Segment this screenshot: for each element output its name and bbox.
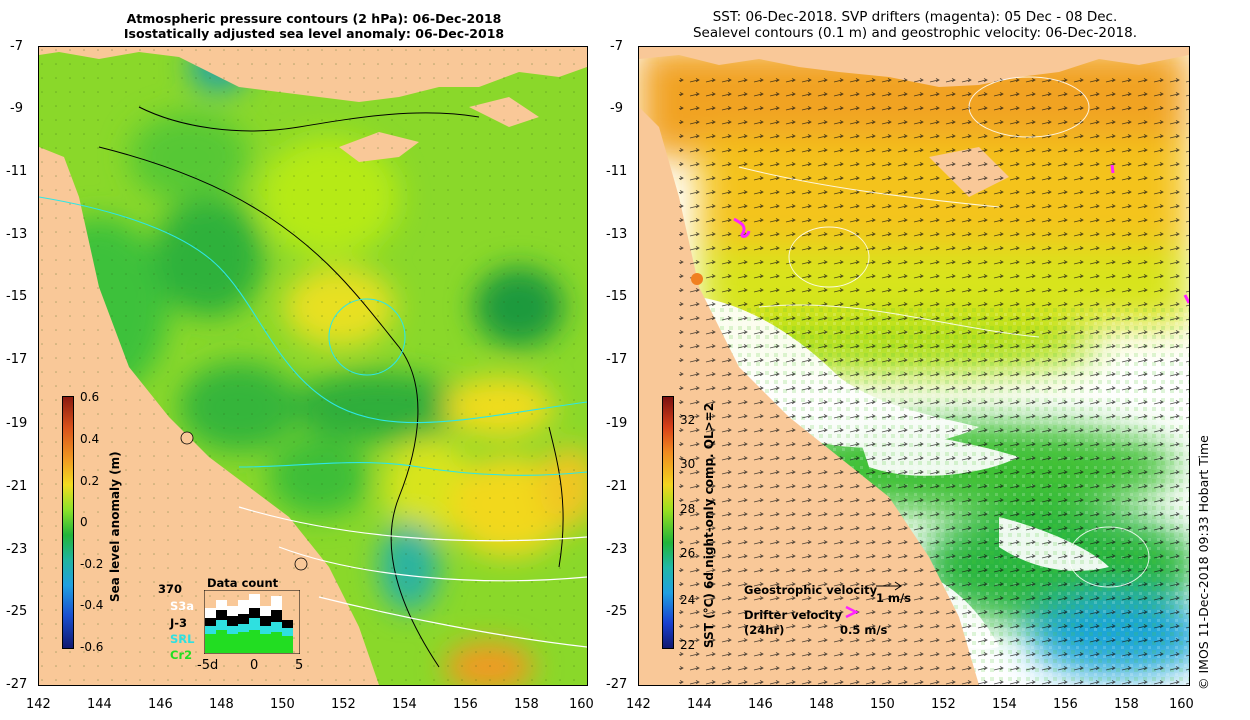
y-tick: -27 (6, 677, 28, 692)
x-tick: 150 (270, 697, 295, 712)
x-tick: 160 (1169, 697, 1194, 712)
x-tick: 150 (870, 697, 895, 712)
x-tick: 144 (87, 697, 112, 712)
data-count-legend-srl: SRL (170, 632, 195, 646)
drifter-velocity-label: Drifter velocity (744, 608, 843, 622)
colorbar-tick: 26 (680, 546, 696, 560)
colorbar-tick: -0.6 (80, 640, 104, 654)
right-title-line1: SST: 06-Dec-2018. SVP drifters (magenta)… (712, 9, 1118, 25)
right-title: SST: 06-Dec-2018. SVP drifters (magenta)… (640, 9, 1190, 41)
y-tick: -13 (6, 227, 28, 242)
y-tick: -7 (610, 39, 623, 54)
x-tick: 154 (992, 697, 1017, 712)
x-tick: 142 (26, 697, 51, 712)
x-tick: 142 (626, 697, 651, 712)
drifter-arrow-icon (845, 605, 859, 619)
colorbar-tick: 30 (680, 457, 696, 471)
left-title-line1: Atmospheric pressure contours (2 hPa): 0… (126, 11, 502, 26)
colorbar-tick: -0.4 (80, 598, 104, 612)
colorbar-tick: 22 (680, 638, 696, 652)
left-title-line2: Isostatically adjusted sea level anomaly… (123, 26, 505, 41)
sst-colorbar-label: SST (°C) 6d night-only comp. QL>=2 (702, 402, 716, 648)
y-tick: -25 (606, 604, 628, 619)
data-count-x-label: -5d (197, 658, 219, 673)
y-tick: -9 (10, 101, 23, 116)
y-tick: -11 (6, 164, 28, 179)
colorbar-tick: 0.4 (80, 432, 100, 446)
data-count-max: 370 (158, 582, 183, 596)
x-tick: 158 (514, 697, 539, 712)
data-count-bars (204, 590, 300, 654)
data-count-x-label: 5 (295, 658, 304, 673)
x-tick: 156 (453, 697, 478, 712)
sst-map (638, 46, 1190, 686)
colorbar-tick: 32 (680, 413, 696, 427)
data-count-legend-s3a: S3a (170, 599, 195, 613)
y-tick: -27 (606, 677, 628, 692)
data-count-title: Data count (207, 576, 279, 590)
data-count-legend-cr2: Cr2 (170, 648, 193, 662)
y-tick: -19 (606, 416, 628, 431)
y-tick: -25 (6, 604, 28, 619)
sea-level-colorbar-label: Sea level anomaly (m) (108, 451, 122, 602)
y-tick: -11 (606, 164, 628, 179)
sst-field (639, 47, 1189, 685)
data-count-x-label: 0 (250, 658, 259, 673)
sea-level-anomaly-map (38, 46, 588, 686)
colorbar-tick: -0.2 (80, 557, 104, 571)
drifter-velocity-sub: (24hr) (744, 623, 785, 637)
colorbar-tick: 24 (680, 593, 696, 607)
x-tick: 148 (209, 697, 234, 712)
x-tick: 152 (931, 697, 956, 712)
data-count-legend-j3: J-3 (170, 616, 188, 630)
drifter-tracks (733, 164, 1189, 304)
x-tick: 160 (569, 697, 594, 712)
imos-credit: © IMOS 11-Dec-2018 09:33 Hobart Time (1196, 435, 1211, 690)
colorbar-tick: 28 (680, 502, 696, 516)
sea-level-colorbar (62, 396, 74, 649)
x-tick: 152 (331, 697, 356, 712)
colorbar-tick: 0.2 (80, 474, 100, 488)
drifter-velocity-scale: 0.5 m/s (840, 623, 888, 637)
x-tick: 144 (687, 697, 712, 712)
y-tick: -17 (6, 352, 28, 367)
colorbar-tick: 0 (80, 515, 88, 529)
x-tick: 158 (1114, 697, 1139, 712)
sea-level-anomaly-field (39, 47, 587, 685)
y-tick: -15 (6, 289, 28, 304)
y-tick: -17 (606, 352, 628, 367)
bar-group (205, 594, 293, 653)
x-tick: 146 (748, 697, 773, 712)
right-title-line2: Sealevel contours (0.1 m) and geostrophi… (692, 25, 1138, 41)
y-tick: -9 (610, 101, 623, 116)
y-tick: -21 (6, 479, 28, 494)
y-tick: -7 (10, 39, 23, 54)
y-tick: -23 (6, 542, 28, 557)
x-tick: 156 (1053, 697, 1078, 712)
x-tick: 146 (148, 697, 173, 712)
geostrophic-velocity-scale: 1 m/s (876, 591, 912, 605)
y-tick: -19 (6, 416, 28, 431)
colorbar-tick: 0.6 (80, 390, 100, 404)
geostrophic-velocity-label: Geostrophic velocity (744, 583, 878, 597)
x-tick: 154 (392, 697, 417, 712)
y-tick: -13 (606, 227, 628, 242)
y-tick: -15 (606, 289, 628, 304)
y-tick: -23 (606, 542, 628, 557)
y-tick: -21 (606, 479, 628, 494)
sst-colorbar (662, 396, 674, 649)
x-tick: 148 (809, 697, 834, 712)
geostrophic-arrow-icon (876, 581, 902, 591)
left-title: Atmospheric pressure contours (2 hPa): 0… (40, 11, 588, 41)
